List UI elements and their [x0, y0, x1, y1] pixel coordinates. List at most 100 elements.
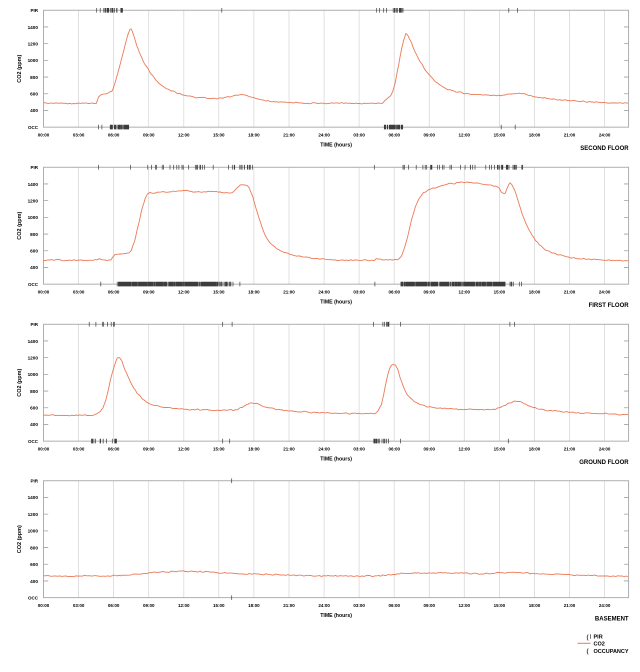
svg-text:12:00: 12:00: [178, 603, 190, 608]
svg-text:600: 600: [30, 562, 38, 567]
svg-text:21:00: 21:00: [283, 447, 295, 452]
svg-text:06:00: 06:00: [108, 133, 120, 138]
svg-text:800: 800: [30, 389, 38, 394]
svg-text:15:00: 15:00: [494, 603, 506, 608]
svg-text:800: 800: [30, 232, 38, 237]
svg-text:12:00: 12:00: [178, 447, 190, 452]
svg-text:(: (: [587, 648, 590, 655]
svg-text:800: 800: [30, 545, 38, 550]
svg-text:24:00: 24:00: [599, 133, 611, 138]
svg-text:09:00: 09:00: [143, 447, 155, 452]
svg-text:06:00: 06:00: [388, 133, 400, 138]
svg-text:09:00: 09:00: [143, 290, 155, 295]
svg-text:12:00: 12:00: [459, 603, 471, 608]
svg-text:TIME (hours): TIME (hours): [320, 143, 352, 149]
svg-text:00:00: 00:00: [38, 447, 50, 452]
svg-text:03:00: 03:00: [353, 290, 365, 295]
svg-text:1400: 1400: [28, 25, 39, 30]
svg-text:09:00: 09:00: [424, 290, 436, 295]
svg-text:1000: 1000: [28, 58, 39, 63]
svg-text:400: 400: [30, 108, 38, 113]
svg-text:1400: 1400: [28, 339, 39, 344]
svg-text:BASEMENT: BASEMENT: [595, 617, 629, 623]
svg-text:TIME (hours): TIME (hours): [320, 613, 352, 619]
svg-text:1000: 1000: [28, 215, 39, 220]
svg-text:12:00: 12:00: [178, 133, 190, 138]
svg-text:21:00: 21:00: [564, 290, 576, 295]
svg-text:06:00: 06:00: [388, 290, 400, 295]
svg-text:600: 600: [30, 406, 38, 411]
svg-text:03:00: 03:00: [73, 290, 85, 295]
svg-text:03:00: 03:00: [73, 447, 85, 452]
svg-text:PIR: PIR: [30, 322, 38, 327]
svg-text:15:00: 15:00: [494, 447, 506, 452]
svg-text:09:00: 09:00: [424, 133, 436, 138]
svg-text:400: 400: [30, 579, 38, 584]
svg-text:SECOND FLOOR: SECOND FLOOR: [580, 146, 629, 152]
svg-text:15:00: 15:00: [494, 133, 506, 138]
svg-text:600: 600: [30, 249, 38, 254]
svg-text:09:00: 09:00: [143, 133, 155, 138]
svg-text:CO2 (ppm): CO2 (ppm): [17, 211, 23, 239]
svg-text:OCCUPANCY: OCCUPANCY: [594, 649, 629, 655]
svg-text:1200: 1200: [28, 355, 39, 360]
svg-text:PIR: PIR: [30, 165, 38, 170]
svg-text:CO2 (ppm): CO2 (ppm): [17, 525, 23, 553]
svg-text:21:00: 21:00: [564, 133, 576, 138]
svg-text:15:00: 15:00: [213, 603, 225, 608]
svg-text:12:00: 12:00: [459, 447, 471, 452]
svg-text:1200: 1200: [28, 41, 39, 46]
svg-text:1400: 1400: [28, 182, 39, 187]
svg-text:00:00: 00:00: [38, 603, 50, 608]
svg-text:PIR: PIR: [30, 8, 38, 13]
svg-text:24:00: 24:00: [318, 290, 330, 295]
svg-text:24:00: 24:00: [599, 290, 611, 295]
svg-text:OCC: OCC: [28, 125, 39, 130]
svg-text:09:00: 09:00: [143, 603, 155, 608]
svg-text:15:00: 15:00: [213, 447, 225, 452]
svg-text:24:00: 24:00: [318, 603, 330, 608]
svg-text:PIR: PIR: [30, 479, 38, 484]
svg-text:21:00: 21:00: [283, 603, 295, 608]
svg-text:24:00: 24:00: [318, 447, 330, 452]
svg-text:(: (: [587, 634, 590, 641]
svg-text:CO2 (ppm): CO2 (ppm): [17, 54, 23, 82]
svg-text:21:00: 21:00: [283, 290, 295, 295]
svg-text:06:00: 06:00: [388, 603, 400, 608]
svg-text:CO2: CO2: [594, 642, 605, 648]
svg-text:06:00: 06:00: [388, 447, 400, 452]
svg-text:03:00: 03:00: [73, 603, 85, 608]
svg-text:18:00: 18:00: [529, 290, 541, 295]
svg-text:15:00: 15:00: [213, 290, 225, 295]
svg-text:1200: 1200: [28, 512, 39, 517]
svg-text:1400: 1400: [28, 495, 39, 500]
svg-text:03:00: 03:00: [353, 603, 365, 608]
svg-text:00:00: 00:00: [38, 133, 50, 138]
svg-text:00:00: 00:00: [38, 290, 50, 295]
svg-text:FIRST FLOOR: FIRST FLOOR: [589, 303, 630, 309]
svg-text:03:00: 03:00: [353, 447, 365, 452]
svg-text:400: 400: [30, 422, 38, 427]
svg-text:18:00: 18:00: [248, 133, 260, 138]
svg-text:03:00: 03:00: [73, 133, 85, 138]
svg-text:06:00: 06:00: [108, 447, 120, 452]
svg-text:18:00: 18:00: [248, 447, 260, 452]
svg-text:09:00: 09:00: [424, 447, 436, 452]
svg-text:03:00: 03:00: [353, 133, 365, 138]
svg-text:18:00: 18:00: [248, 603, 260, 608]
svg-text:09:00: 09:00: [424, 603, 436, 608]
svg-text:12:00: 12:00: [459, 290, 471, 295]
svg-text:18:00: 18:00: [529, 447, 541, 452]
svg-text:OCC: OCC: [28, 596, 39, 601]
svg-text:21:00: 21:00: [564, 603, 576, 608]
svg-text:12:00: 12:00: [459, 133, 471, 138]
svg-text:18:00: 18:00: [248, 290, 260, 295]
svg-text:1000: 1000: [28, 529, 39, 534]
svg-text:18:00: 18:00: [529, 603, 541, 608]
svg-text:15:00: 15:00: [494, 290, 506, 295]
svg-text:21:00: 21:00: [283, 133, 295, 138]
svg-text:15:00: 15:00: [213, 133, 225, 138]
svg-text:OCC: OCC: [28, 439, 39, 444]
svg-text:06:00: 06:00: [108, 290, 120, 295]
svg-text:400: 400: [30, 265, 38, 270]
